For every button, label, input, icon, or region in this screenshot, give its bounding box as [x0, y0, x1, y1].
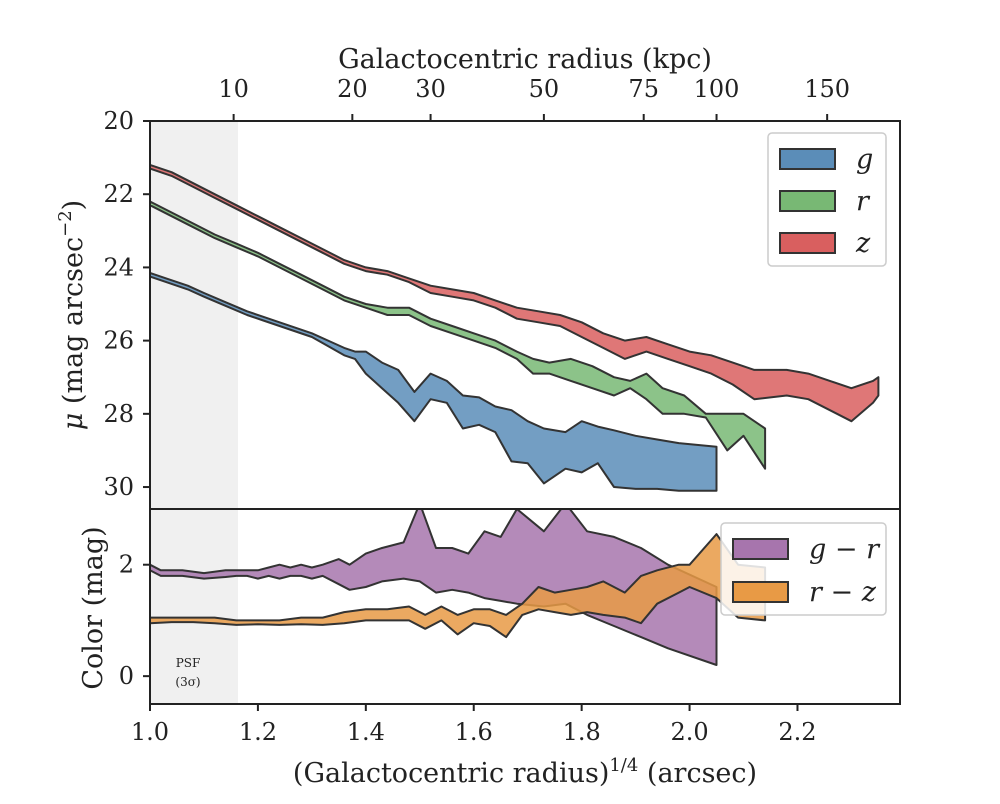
top-tick-label-150: 150 [804, 75, 850, 103]
legend-label-1: r − z [809, 577, 877, 608]
x-tick-label-2.2: 2.2 [778, 718, 816, 746]
x-tick-label-2.0: 2.0 [670, 718, 708, 746]
legend-swatch-1 [732, 581, 789, 603]
top-tick-label-100: 100 [694, 75, 740, 103]
top-tick-label-75: 75 [628, 75, 659, 103]
x-tick-label-1.6: 1.6 [455, 718, 493, 746]
top-tick-label-10: 10 [218, 75, 249, 103]
y-tick-label-28: 28 [103, 400, 134, 428]
legend-label-0: g [856, 144, 873, 175]
x-tick-label-1.4: 1.4 [347, 718, 385, 746]
band-r-minus-z [150, 533, 767, 639]
legend-label-1: r [856, 186, 871, 217]
band-z [150, 163, 880, 423]
legend-swatch-0 [732, 538, 789, 560]
legend-label-2: z [855, 228, 871, 259]
y-tick-label-20: 20 [103, 107, 134, 135]
band-g-minus-r [150, 509, 718, 666]
x-tick-label-1.0: 1.0 [131, 718, 169, 746]
color-y-tick-label-2: 2 [119, 551, 134, 579]
legend-label-0: g − r [809, 534, 881, 565]
y-tick-label-30: 30 [103, 473, 134, 501]
top-x-axis-title: Galactocentric radius (kpc) [338, 44, 712, 75]
axis-ticks: 20 22 24 26 28 30 10 20 30 50 75 100 150 0 2 1.0 1.2 1.4 1… [103, 75, 850, 746]
color-bands [150, 509, 767, 666]
y-axis-title-bottom: Color (mag) [78, 526, 109, 689]
x-axis-title: (Galactocentric radius)1/4 (arcsec) [293, 755, 757, 789]
bottom-panel-frame [149, 508, 901, 705]
x-tick-label-1.2: 1.2 [239, 718, 277, 746]
band-g [150, 271, 718, 492]
x-tick-label-1.8: 1.8 [563, 718, 601, 746]
legend-swatch-2 [779, 232, 836, 254]
psf-sigma-label: (3σ) [175, 675, 200, 689]
y-tick-label-26: 26 [103, 327, 134, 355]
y-tick-label-24: 24 [103, 253, 134, 281]
y-axis-title-top: μ (mag arcsec−2) [55, 200, 89, 430]
top-tick-label-20: 20 [337, 75, 368, 103]
legend-swatch-0 [779, 148, 836, 170]
surface-brightness-bands [150, 163, 880, 492]
top-tick-label-30: 30 [415, 75, 446, 103]
top-tick-label-50: 50 [529, 75, 560, 103]
legend-swatch-1 [779, 190, 836, 212]
y-tick-label-22: 22 [103, 180, 134, 208]
legend-top: grz [767, 132, 887, 267]
psf-label: PSF [176, 656, 201, 670]
psf-region-bottom [150, 509, 238, 704]
color-y-tick-label-0: 0 [119, 662, 134, 690]
legend-bottom: g − r r − z [720, 522, 887, 616]
psf-region-top [150, 121, 238, 509]
band-r [150, 200, 767, 470]
